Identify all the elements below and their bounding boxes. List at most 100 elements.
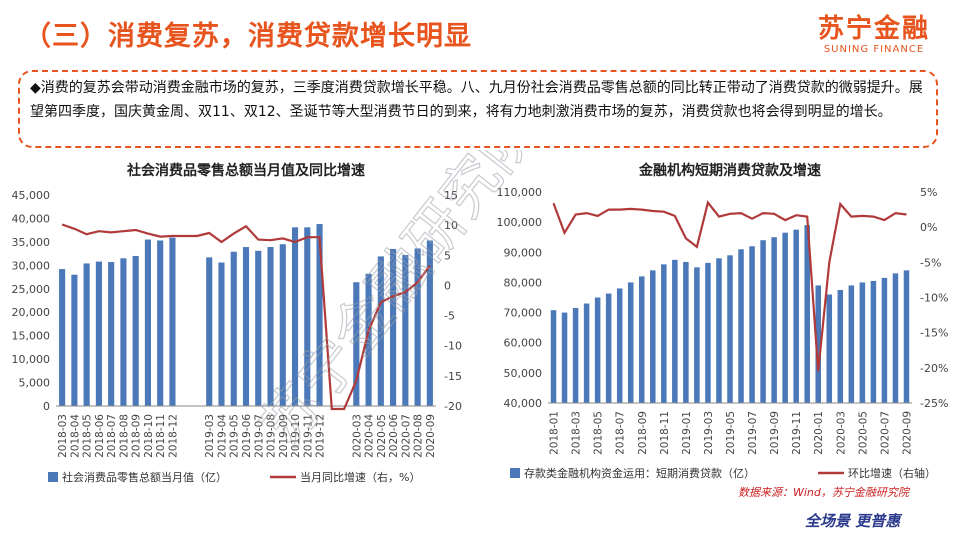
x-tick-label: 2019-05 <box>229 414 241 458</box>
bar <box>639 276 645 403</box>
bar <box>267 247 274 406</box>
y-left-tick-label: 40,000 <box>504 397 543 410</box>
x-tick-label: 2019-03 <box>204 414 216 458</box>
bar <box>279 244 286 406</box>
legend-bar-label: 社会消费品零售总额当月值（亿） <box>62 470 227 484</box>
x-tick-label: 2018-05 <box>593 411 605 455</box>
x-tick-label: 2018-03 <box>57 414 69 458</box>
bar <box>870 280 877 403</box>
bar <box>683 261 689 403</box>
growth-line <box>61 223 431 411</box>
y-left-tick-label: 70,000 <box>504 307 543 320</box>
page-title: （三）消费复苏，消费贷款增长明显 <box>24 21 472 52</box>
consumer-loan-chart: 金融机构短期消费贷款及增速 40,000 50,000 60,000 70,000 80,… <box>488 150 958 490</box>
x-tick-label: 2019-12 <box>315 414 327 458</box>
bar <box>169 237 176 406</box>
x-tick-label: 2019-07 <box>253 414 265 458</box>
brand-logo: 苏宁金融 SUNING FINANCE <box>818 14 930 55</box>
y-left-tick-label: 60,000 <box>504 337 543 350</box>
bar <box>108 262 115 406</box>
bar <box>594 297 601 403</box>
bar <box>71 274 78 406</box>
bar <box>771 237 777 403</box>
y-right-tick-label: -25% <box>920 397 948 410</box>
x-tick-label: 2019-11 <box>302 414 314 458</box>
chart-title: 金融机构短期消费贷款及增速 <box>638 162 821 179</box>
y-left-tick-label: 110,000 <box>497 186 543 199</box>
bar <box>572 308 579 403</box>
bar <box>881 277 888 403</box>
x-tick-label: 2018-11 <box>659 411 671 455</box>
logo-text-en: SUNING FINANCE <box>823 44 925 55</box>
bar <box>95 261 102 406</box>
x-tick-label: 2019-03 <box>703 411 715 455</box>
summary-box: ◆消费的复苏会带动消费金融市场的复苏，三季度消费贷款增长平稳。八、九月份社会消费… <box>18 70 938 148</box>
bar <box>144 239 151 406</box>
y-left-tick-label: 20,000 <box>12 306 51 319</box>
y-right-tick-label: -15 <box>444 370 462 383</box>
bar <box>650 270 656 403</box>
x-tick-label: 2019-07 <box>747 411 759 455</box>
x-tick-label: 2020-09 <box>901 411 913 455</box>
bar <box>859 282 866 403</box>
y-left-tick-label: 50,000 <box>504 367 543 380</box>
x-tick-label: 2020-01 <box>813 411 825 455</box>
x-tick-label: 2018-10 <box>143 414 155 458</box>
y-left-tick-label: 10,000 <box>12 353 51 366</box>
x-tick-label: 2018-04 <box>69 414 81 458</box>
retail-sales-chart: 社会消费品零售总额当月值及同比增速 0 5,000 10,000 15,000 20,00… <box>8 150 468 490</box>
y-right-tick-label: 5% <box>920 186 937 199</box>
bar <box>365 273 372 406</box>
data-source: 数据来源：Wind，苏宁金融研究院 <box>738 486 909 499</box>
x-tick-label: 2020-09 <box>425 414 437 458</box>
bar <box>826 294 833 403</box>
footer-slogan: 全场景 更普惠 <box>805 512 901 530</box>
x-tick-label: 2018-06 <box>94 414 106 458</box>
bar <box>218 262 225 406</box>
x-tick-label: 2019-10 <box>290 414 302 458</box>
x-tick-label: 2018-05 <box>82 414 94 458</box>
x-tick-label: 2020-06 <box>388 414 400 458</box>
x-tick-label: 2020-05 <box>376 414 388 458</box>
x-tick-label: 2019-06 <box>241 414 253 458</box>
y-left-tick-label: 80,000 <box>504 276 543 289</box>
bar <box>377 256 384 406</box>
y-left-tick-label: 90,000 <box>504 246 543 259</box>
legend-bar-label: 存款类金融机构资金运用：短期消费贷款（亿） <box>524 466 755 480</box>
bar <box>83 263 90 406</box>
bar <box>661 264 667 403</box>
x-tick-label: 2018-08 <box>118 414 130 458</box>
x-tick-label: 2019-01 <box>681 411 693 455</box>
legend-bar-swatch <box>510 468 520 478</box>
bar <box>815 285 821 403</box>
y-left-tick-label: 25,000 <box>12 283 51 296</box>
y-right-tick-label: -20 <box>444 400 462 413</box>
x-tick-label: 2018-07 <box>615 411 627 455</box>
y-right-tick-label: 5 <box>444 249 451 262</box>
y-right-tick-label: -5% <box>920 256 941 269</box>
bar <box>804 225 810 403</box>
x-tick-label: 2019-09 <box>769 411 781 455</box>
x-tick-label: 2020-07 <box>879 411 891 455</box>
chart-title: 社会消费品零售总额当月值及同比增速 <box>126 162 365 179</box>
x-tick-label: 2019-11 <box>791 411 803 455</box>
x-tick-label: 2020-07 <box>400 414 412 458</box>
bar <box>316 224 323 406</box>
bar <box>255 250 262 406</box>
bar <box>583 303 590 403</box>
y-right-tick-label: -20% <box>920 362 948 375</box>
bar <box>837 289 844 403</box>
bar <box>402 255 409 406</box>
y-left-tick-label: 0 <box>43 400 50 413</box>
logo-text-cn: 苏宁金融 <box>817 14 930 44</box>
bar <box>760 240 766 403</box>
bar <box>426 240 433 406</box>
x-tick-label: 2020-05 <box>857 411 869 455</box>
y-right-tick-label: 0% <box>920 221 937 234</box>
y-right-tick-label: 15 <box>444 189 458 202</box>
y-left-tick-label: 45,000 <box>12 189 51 202</box>
bar <box>892 273 899 403</box>
legend-bar-swatch <box>48 472 58 482</box>
bar <box>206 257 213 406</box>
x-tick-label: 2020-03 <box>835 411 847 455</box>
